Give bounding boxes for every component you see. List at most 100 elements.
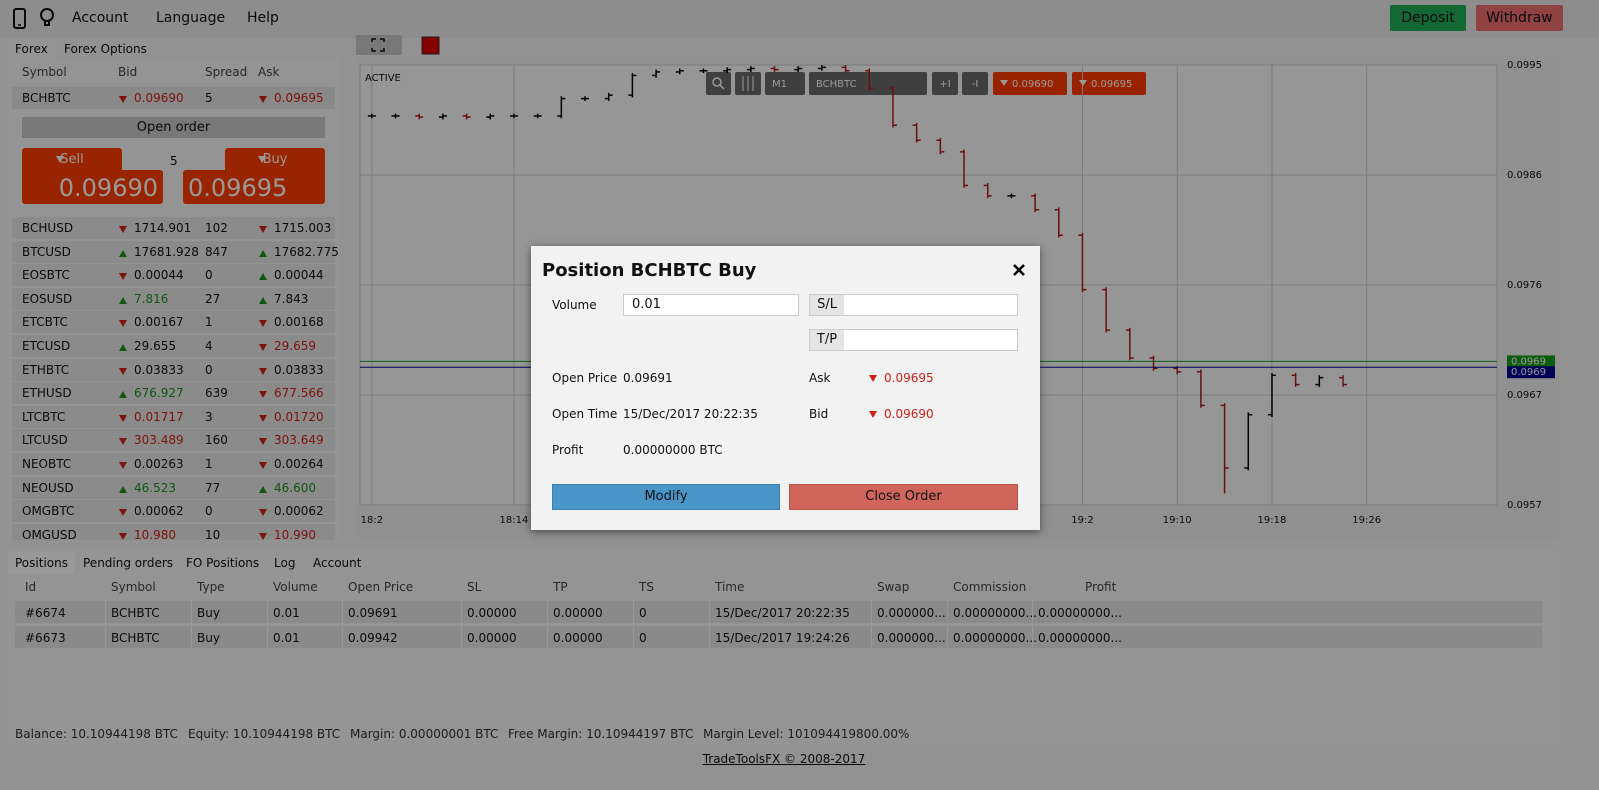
trend-arrow bbox=[119, 462, 127, 469]
stop-input[interactable] bbox=[809, 329, 1018, 351]
symbol-row[interactable] bbox=[12, 217, 335, 239]
buy-quote-button[interactable] bbox=[1072, 72, 1146, 95]
position-cell: #6674 bbox=[25, 606, 66, 620]
positions-tab[interactable]: Account bbox=[313, 556, 362, 570]
symbol-row[interactable] bbox=[12, 382, 335, 405]
toolbar-text: BCHBTC bbox=[816, 79, 857, 90]
spread: 847 bbox=[205, 244, 228, 259]
column-header: Spread bbox=[205, 65, 248, 79]
cell-divider bbox=[633, 626, 634, 648]
sell-box[interactable]: 0.09690 bbox=[22, 170, 163, 204]
withdraw-button[interactable]: Withdraw bbox=[1476, 5, 1563, 31]
position-row[interactable] bbox=[15, 601, 1542, 623]
buy-tab[interactable]: Buy bbox=[225, 148, 325, 172]
menu-item[interactable]: Help bbox=[247, 10, 279, 26]
symbol-select[interactable] bbox=[809, 72, 927, 95]
menu-item[interactable]: Account bbox=[72, 10, 129, 26]
spread: 4 bbox=[205, 339, 213, 353]
zoom-out-button[interactable] bbox=[962, 72, 988, 95]
symbol-row[interactable] bbox=[12, 453, 335, 475]
symbol-row[interactable] bbox=[12, 358, 335, 381]
symbol-row[interactable] bbox=[12, 287, 335, 310]
trend-arrow bbox=[259, 509, 267, 517]
symbol-row[interactable] bbox=[12, 240, 335, 263]
bid: 0.09690 bbox=[134, 91, 184, 105]
open-order-button[interactable]: Open order bbox=[22, 117, 325, 138]
idea-icon[interactable] bbox=[40, 8, 54, 26]
color-picker[interactable] bbox=[421, 36, 440, 55]
bid: 17681.928 bbox=[134, 244, 199, 259]
trend-arrow bbox=[259, 320, 267, 328]
ask: 0.03833 bbox=[274, 362, 324, 377]
bid: 0.00044 bbox=[134, 268, 184, 283]
symbol-row[interactable] bbox=[12, 335, 335, 357]
ask: 46.600 bbox=[274, 480, 316, 495]
spread: 1 bbox=[205, 315, 213, 330]
trend-arrow bbox=[259, 462, 267, 469]
deposit-button[interactable]: Deposit bbox=[1390, 5, 1466, 31]
buy-box[interactable]: 0.09695 bbox=[183, 170, 325, 204]
price-level-tag bbox=[1507, 366, 1555, 379]
symbol-row[interactable] bbox=[12, 500, 335, 523]
zoom-in-button[interactable] bbox=[932, 72, 958, 95]
positions-tab[interactable]: FO Positions bbox=[186, 556, 260, 570]
position-dialog: Position BCHBTC Buy Volume 0.01 S/L T/P Open … bbox=[531, 246, 1040, 530]
symbol-row[interactable] bbox=[12, 311, 335, 334]
cell-divider bbox=[633, 601, 634, 623]
account-summary: Margin Level: 101094419800.00% bbox=[703, 727, 910, 741]
symbol-row[interactable] bbox=[12, 87, 335, 109]
close-order-button[interactable]: Close Order bbox=[789, 484, 1018, 510]
timeframe-button[interactable] bbox=[765, 72, 805, 95]
positions-tab[interactable]: Log bbox=[274, 556, 296, 570]
column-header: Open Price bbox=[348, 580, 414, 594]
symbol: ETHBTC bbox=[22, 362, 70, 377]
x-tick-label: 19:2 bbox=[1071, 515, 1093, 526]
symbol-row[interactable] bbox=[12, 264, 335, 287]
positions-tab[interactable]: Positions bbox=[8, 552, 75, 574]
stop-input[interactable] bbox=[809, 294, 1018, 316]
volume-input[interactable]: 0.01 bbox=[623, 294, 799, 316]
cell-divider bbox=[547, 601, 548, 623]
market-tab[interactable]: Forex Options bbox=[64, 42, 147, 56]
positions-tab[interactable]: Pending orders bbox=[83, 556, 174, 570]
trend-arrow bbox=[259, 438, 267, 446]
trend-arrow bbox=[259, 414, 267, 422]
trend-arrow bbox=[119, 438, 127, 446]
cell-divider bbox=[267, 601, 268, 623]
footer-link[interactable]: TradeToolsFX © 2008-2017 bbox=[702, 752, 866, 766]
modify-button[interactable]: Modify bbox=[552, 484, 780, 510]
position-cell: 0.00000000... bbox=[1038, 606, 1122, 620]
trend-arrow bbox=[119, 367, 127, 375]
menu-item[interactable]: Language bbox=[156, 10, 226, 26]
column-header: TP bbox=[553, 580, 568, 594]
symbol-row[interactable] bbox=[12, 429, 335, 452]
spread: 0 bbox=[205, 504, 213, 519]
input-addon: S/L bbox=[810, 295, 844, 315]
trend-arrow bbox=[1079, 80, 1087, 86]
spread: 77 bbox=[205, 480, 221, 495]
market-clip bbox=[8, 540, 358, 550]
zoom-button[interactable] bbox=[706, 72, 731, 95]
phone-icon[interactable] bbox=[13, 8, 26, 29]
bid: 303.489 bbox=[134, 433, 184, 448]
trend-arrow bbox=[869, 411, 877, 418]
sell-tab[interactable]: Sell bbox=[22, 148, 122, 172]
trend-arrow bbox=[259, 226, 267, 233]
sell-quote-button[interactable] bbox=[993, 72, 1067, 95]
fullscreen-button[interactable] bbox=[356, 35, 402, 55]
field-value: 15/Dec/2017 20:22:35 bbox=[623, 407, 758, 421]
ask: 0.00264 bbox=[274, 457, 324, 471]
symbol: BCHUSD bbox=[22, 221, 74, 235]
symbol-row[interactable] bbox=[12, 405, 335, 428]
symbol-row[interactable] bbox=[12, 476, 335, 499]
position-cell: 0.09691 bbox=[348, 606, 398, 620]
cell-divider bbox=[547, 626, 548, 648]
trend-arrow bbox=[119, 532, 127, 540]
y-tick-label: 0.0957 bbox=[1507, 500, 1542, 511]
position-row[interactable] bbox=[15, 626, 1542, 648]
spread: 27 bbox=[205, 291, 221, 306]
cell-divider bbox=[191, 601, 192, 623]
market-tab[interactable]: Forex bbox=[8, 40, 55, 58]
close-icon[interactable] bbox=[1013, 264, 1025, 276]
